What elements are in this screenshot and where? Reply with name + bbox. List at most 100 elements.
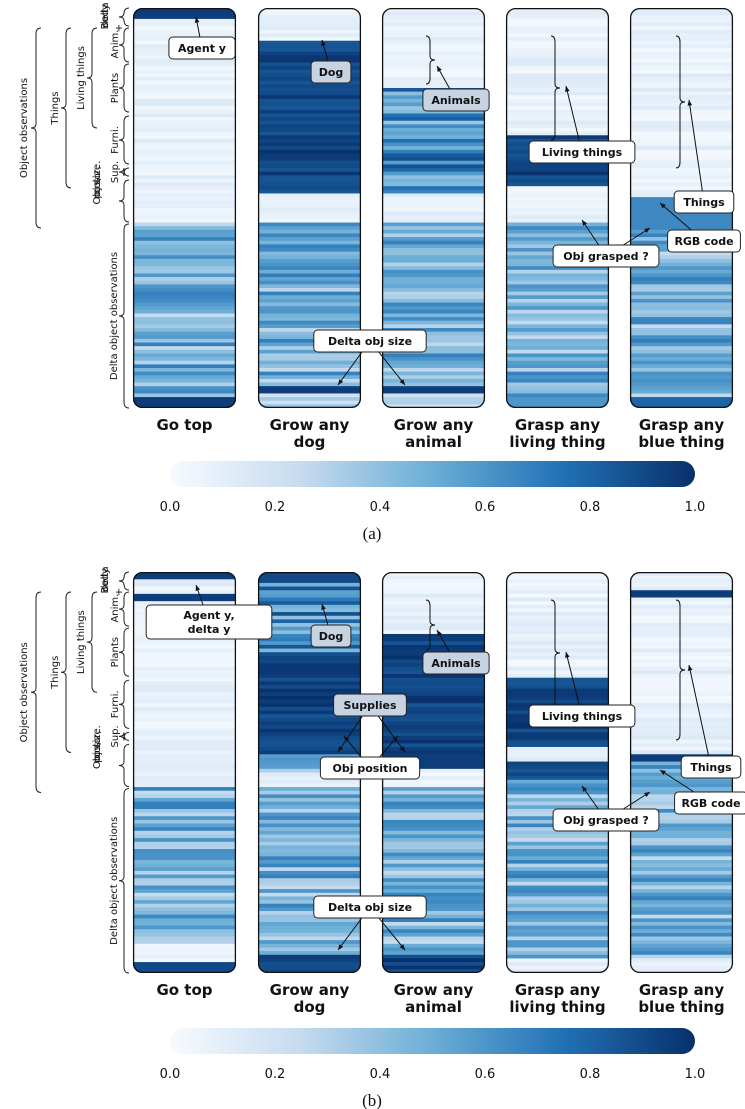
colorbar-tick: 0.2 <box>265 500 286 515</box>
group-label-objpos: Objpos,color,size. <box>92 161 103 205</box>
heatmap-cell <box>133 400 236 405</box>
heatmap-cell <box>258 266 361 271</box>
colorbar-tick: 0.0 <box>160 500 181 515</box>
heatmap-cell <box>506 579 609 584</box>
heatmap-cell <box>258 736 361 741</box>
heatmap-cell <box>506 874 609 879</box>
heatmap-cell <box>382 11 485 16</box>
heatmap-cell <box>258 859 361 865</box>
heatmap-cell <box>506 889 609 894</box>
heatmap-cell <box>506 117 609 122</box>
heatmap-cell <box>630 736 733 741</box>
heatmap-cell <box>382 932 485 938</box>
heatmap-cell <box>258 965 361 970</box>
annotation-box <box>528 140 636 164</box>
heatmap-cell <box>630 936 733 941</box>
heatmap-cell <box>382 856 485 861</box>
heatmap-cell <box>133 62 236 67</box>
heatmap-cell <box>630 692 733 697</box>
heatmap-cell <box>506 393 609 398</box>
colorbar-tick: 0.4 <box>370 500 391 515</box>
heatmap-cell <box>630 721 733 726</box>
heatmap-cell <box>630 816 733 821</box>
annotation-label: Delta obj size <box>328 335 412 348</box>
heatmap-cell <box>506 386 609 391</box>
heatmap-cell <box>258 222 361 227</box>
heatmap-cell <box>630 37 733 42</box>
group-label-furni: Furni. <box>110 690 121 718</box>
group-label-body: delta <box>100 566 111 591</box>
heatmap-cell <box>258 681 361 686</box>
heatmap-cell <box>258 389 361 395</box>
heatmap-cell <box>382 608 485 613</box>
heatmap-cell <box>506 320 609 325</box>
heatmap-cell <box>382 240 485 245</box>
heatmap-cell <box>133 582 236 588</box>
heatmap-cell <box>506 218 609 224</box>
heatmap-cell <box>258 160 361 165</box>
heatmap-cell <box>258 135 361 140</box>
heatmap-cell <box>258 874 361 879</box>
heatmap-cell <box>382 644 485 650</box>
heatmap-cell <box>258 790 361 795</box>
heatmap-cell <box>258 58 361 64</box>
heatmap-cell <box>630 812 733 817</box>
heatmap-cell <box>258 703 361 708</box>
heatmap-column <box>506 572 609 973</box>
heatmap-cell <box>630 612 733 617</box>
heatmap-cell <box>630 841 733 847</box>
heatmap-cell <box>382 681 485 686</box>
heatmap-cell <box>258 652 361 657</box>
heatmap-cell <box>133 298 236 304</box>
heatmap-cell <box>258 794 361 799</box>
heatmap-cell <box>258 732 361 737</box>
heatmap-cell <box>382 178 485 184</box>
heatmap-cell <box>382 288 485 293</box>
heatmap-cell <box>506 349 609 355</box>
heatmap-cell <box>258 666 361 672</box>
heatmap-cell <box>133 131 236 136</box>
heatmap-cell <box>382 215 485 220</box>
heatmap-cell <box>630 153 733 158</box>
heatmap-cell <box>630 593 733 599</box>
heatmap-cell <box>133 765 236 770</box>
heatmap-cell <box>133 18 236 24</box>
group-label-sup: Sup. <box>110 161 121 183</box>
heatmap-cell <box>258 229 361 235</box>
heatmap-cell <box>506 732 609 737</box>
heatmap-cell <box>506 644 609 650</box>
heatmap-cell <box>258 816 361 821</box>
heatmap-cell <box>506 582 609 588</box>
heatmap-cell <box>506 69 609 75</box>
annotation-box <box>313 895 427 919</box>
heatmap-cell <box>258 787 361 792</box>
heatmap-cell <box>133 106 236 111</box>
panel-caption: (b) <box>362 1091 382 1109</box>
heatmap-cell <box>630 128 733 133</box>
heatmap-cell <box>382 208 485 213</box>
heatmap-cell <box>506 58 609 64</box>
heatmap-cell <box>133 586 236 591</box>
heatmap-cell <box>382 18 485 24</box>
heatmap-cell <box>133 102 236 107</box>
heatmap-cell <box>630 779 733 785</box>
heatmap-cell <box>382 193 485 198</box>
heatmap-cell <box>506 84 609 89</box>
heatmap-cell <box>506 229 609 235</box>
heatmap-cell <box>258 62 361 67</box>
heatmap-cell <box>258 335 361 340</box>
heatmap-cell <box>506 892 609 898</box>
heatmap-cell <box>382 965 485 970</box>
heatmap-cell <box>630 138 733 144</box>
heatmap-cell <box>630 328 733 333</box>
heatmap-cell <box>133 805 236 810</box>
annotation-brace <box>425 599 436 651</box>
heatmap-cell <box>630 739 733 744</box>
heatmap-cell <box>506 772 609 777</box>
heatmap-cell <box>133 146 236 151</box>
heatmap-cell <box>630 881 733 887</box>
heatmap-cell <box>506 641 609 646</box>
heatmap-cell <box>382 827 485 832</box>
heatmap-cell <box>506 40 609 45</box>
heatmap-cell <box>506 962 609 967</box>
